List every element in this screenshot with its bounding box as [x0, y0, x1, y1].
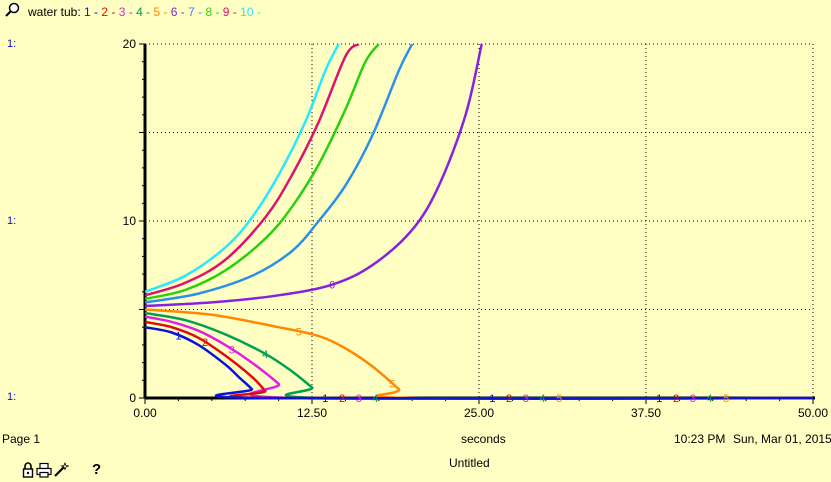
- legend-item-8: 8 -: [202, 5, 220, 19]
- series-label-3: 3: [356, 393, 362, 405]
- chart-legend-bar: water tub: 1 - 2 - 3 - 4 - 5 - 6 - 7 - 8…: [0, 0, 831, 22]
- x-tick-label: 0.00: [133, 406, 157, 420]
- series-line-9: [145, 44, 360, 297]
- legend-item-5: 5 -: [150, 5, 168, 19]
- legend-title: water tub:: [28, 5, 81, 19]
- series-lines: [145, 44, 813, 400]
- timestamp-date: Sun, Mar 01, 2015: [733, 432, 831, 446]
- legend-item-10: 10 -: [236, 5, 261, 19]
- series-label-5: 5: [556, 393, 562, 405]
- legend-item-3: 3 -: [115, 5, 133, 19]
- series-line-4: [145, 311, 813, 400]
- tick-labels: 0.00 12.50 25.00 37.50 50.00 0 10 20: [123, 37, 829, 420]
- x-tick-label: 25.00: [464, 406, 494, 420]
- series-label-2: 2: [339, 393, 345, 405]
- axis-marker-top: 1:: [7, 38, 17, 50]
- series-label-1: 1: [656, 393, 662, 405]
- legend-item-2: 2 -: [98, 5, 116, 19]
- series-line-5: [145, 308, 813, 400]
- series-label-4: 4: [372, 393, 378, 405]
- series-line-8: [145, 44, 380, 301]
- series-label-2: 2: [506, 393, 512, 405]
- pin-icon[interactable]: [4, 2, 20, 18]
- series-label-3: 3: [690, 393, 696, 405]
- lock-icon[interactable]: [22, 462, 34, 478]
- series-label-4: 4: [539, 393, 545, 405]
- document-title: Untitled: [449, 456, 490, 470]
- x-axis-label: seconds: [461, 432, 506, 446]
- legend-item-7: 7 -: [184, 5, 203, 19]
- y-tick-label: 20: [123, 37, 137, 51]
- series-line-7: [145, 44, 414, 304]
- series-label-5: 5: [723, 393, 729, 405]
- legend-item-1: 1 -: [84, 5, 99, 19]
- timestamp-time: 10:23 PM: [674, 432, 726, 446]
- series-label-4: 4: [706, 393, 712, 405]
- series-label-3: 3: [523, 393, 529, 405]
- x-tick-label: 50.00: [798, 406, 828, 420]
- help-icon[interactable]: ?: [92, 461, 102, 478]
- series-label-1: 1: [175, 331, 181, 343]
- series-label-1: 1: [322, 393, 328, 405]
- grid-lines: [145, 43, 814, 398]
- x-tick-label: 12.50: [297, 406, 327, 420]
- series-label-4: 4: [262, 349, 268, 361]
- legend-item-9: 9 -: [219, 5, 237, 19]
- x-tick-label: 37.50: [631, 406, 661, 420]
- series-line-6: [145, 44, 483, 308]
- y-tick-label: 10: [123, 214, 137, 228]
- series-line-10: [145, 44, 340, 293]
- series-label-1: 1: [489, 393, 495, 405]
- page-number: Page 1: [2, 432, 41, 446]
- magic-wand-icon[interactable]: [53, 462, 69, 478]
- y-tick-label: 0: [129, 391, 136, 405]
- axes: [139, 43, 815, 404]
- axis-marker-mid: 1:: [7, 215, 17, 227]
- series-label-2: 2: [202, 337, 208, 349]
- series-label-3: 3: [229, 344, 235, 356]
- toolbar: ?: [22, 461, 112, 480]
- legend-items: 1 - 2 - 3 - 4 - 5 - 6 - 7 - 8 - 9 - 10 -: [84, 5, 261, 19]
- legend-item-6: 6 -: [167, 5, 185, 19]
- series-label-2: 2: [673, 393, 679, 405]
- legend-item-4: 4 -: [132, 5, 151, 19]
- series-label-6: 6: [329, 280, 335, 292]
- axis-marker-bottom: 1:: [7, 391, 17, 403]
- series-label-5: 5: [296, 327, 302, 339]
- series-line-1: [145, 325, 813, 400]
- legend-text: water tub: 1 - 2 - 3 - 4 - 5 - 6 - 7 - 8…: [28, 1, 261, 23]
- print-icon[interactable]: [36, 462, 52, 478]
- series-label-7: 7: [369, 131, 375, 143]
- series-label-5: 5: [389, 378, 395, 390]
